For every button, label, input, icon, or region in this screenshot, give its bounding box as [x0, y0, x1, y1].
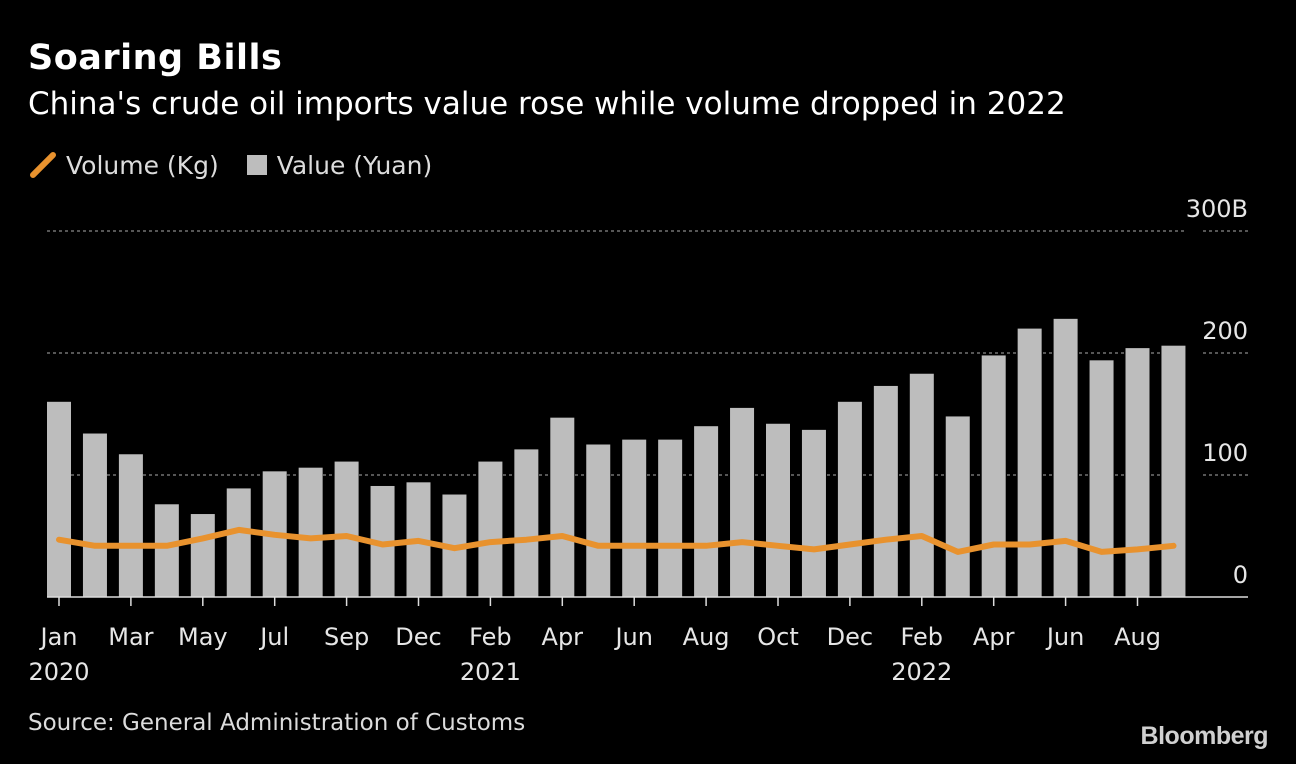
value-bar — [47, 401, 71, 597]
x-year-label: 2021 — [460, 658, 521, 686]
x-tick-label: Oct — [757, 623, 799, 651]
value-bar — [334, 461, 359, 597]
value-bar — [118, 454, 143, 597]
value-bar — [82, 433, 107, 597]
x-tick-label: Jan — [39, 623, 78, 651]
y-tick-label: 200 — [1202, 317, 1248, 345]
x-tick-label: Apr — [973, 623, 1015, 651]
bloomberg-logo: Bloomberg — [1140, 722, 1269, 750]
x-tick-label: Dec — [395, 623, 441, 651]
value-bar — [586, 444, 611, 597]
legend: Volume (Kg) Value (Yuan) — [28, 150, 460, 180]
value-bar — [1089, 360, 1114, 597]
y-tick-label: 100 — [1202, 439, 1248, 467]
value-bar — [945, 416, 970, 597]
x-tick-label: Sep — [324, 623, 369, 651]
x-tick-label: Apr — [542, 623, 584, 651]
x-tick-label: Aug — [683, 623, 730, 651]
bar-series — [47, 318, 1186, 597]
volume-line — [56, 526, 1177, 555]
x-axis: Jan 2020 Mar May Jul Sep Dec Feb 2021 Apr Jun Aug Oc… — [28, 596, 1248, 686]
x-tick-label: Feb — [901, 623, 944, 651]
value-bar — [1161, 345, 1186, 597]
value-bar — [1053, 318, 1078, 597]
chart-title: Soaring Bills — [28, 38, 283, 78]
value-bar — [478, 461, 503, 597]
value-bar — [766, 423, 790, 597]
value-bar — [873, 385, 898, 597]
x-tick-label: May — [178, 623, 228, 651]
value-bar — [622, 439, 647, 597]
value-bar — [801, 429, 826, 597]
value-bar — [154, 504, 179, 597]
y-axis: 0 100 200 300B — [1186, 195, 1248, 589]
x-tick-label: Mar — [108, 623, 153, 651]
x-tick-label: Dec — [827, 623, 873, 651]
line-swatch-icon — [30, 152, 56, 178]
legend-item-volume: Volume (Kg) — [28, 150, 219, 180]
value-bar — [298, 467, 323, 597]
value-bar — [550, 417, 575, 597]
value-bar — [981, 355, 1006, 597]
value-bar — [1017, 328, 1042, 597]
value-bar — [226, 488, 251, 597]
chart-subtitle: China's crude oil imports value rose whi… — [28, 86, 1066, 122]
x-tick-label: Feb — [469, 623, 512, 651]
x-tick-label: Jul — [258, 623, 289, 651]
bar-swatch-icon — [246, 155, 267, 175]
value-bar — [1125, 348, 1150, 597]
y-tick-label: 300B — [1186, 195, 1248, 223]
x-tick-label: Jun — [613, 623, 653, 651]
legend-item-value: Value (Yuan) — [246, 150, 433, 180]
y-tick-label: 0 — [1233, 561, 1248, 589]
x-year-label: 2020 — [28, 658, 89, 686]
value-bar — [694, 426, 719, 597]
value-bar — [730, 407, 755, 597]
source-note: Source: General Administration of Custom… — [28, 710, 526, 736]
x-tick-label: Jun — [1045, 623, 1085, 651]
x-tick-label: Aug — [1114, 623, 1161, 651]
legend-label-volume: Volume (Kg) — [66, 150, 219, 180]
value-bar — [658, 439, 683, 597]
value-bar — [514, 449, 539, 597]
line-series — [56, 526, 1177, 555]
value-bar — [837, 401, 862, 597]
value-bar — [909, 373, 934, 597]
legend-label-value: Value (Yuan) — [276, 150, 433, 180]
x-year-label: 2022 — [891, 658, 952, 686]
value-bar — [190, 514, 215, 597]
